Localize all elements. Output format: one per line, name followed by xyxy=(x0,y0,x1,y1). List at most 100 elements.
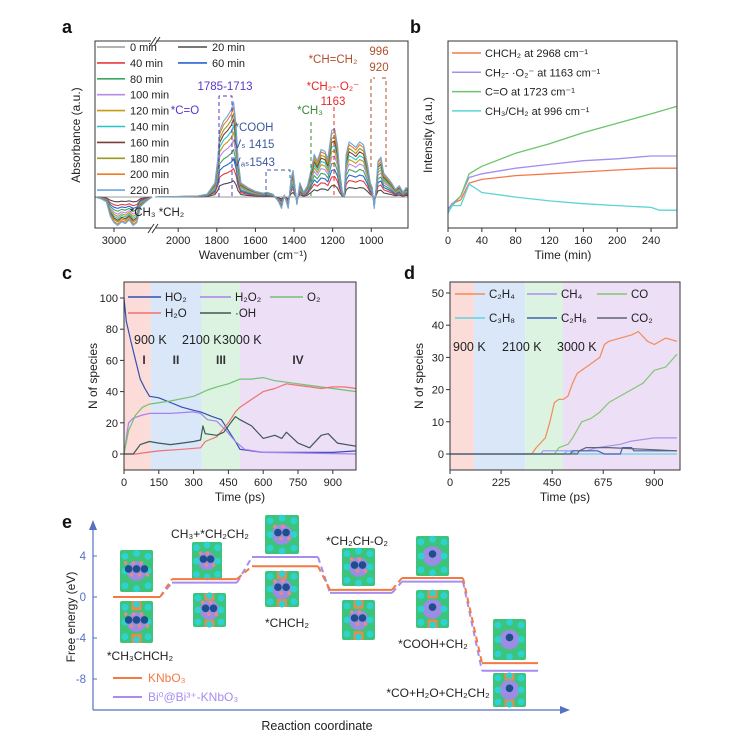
legend-label: H₂O xyxy=(165,308,187,320)
axis-break-mark xyxy=(151,223,159,234)
species-line-4 xyxy=(124,416,357,455)
energy-connector-0 xyxy=(462,577,483,664)
x-tick-label: 40 xyxy=(476,235,488,247)
legend-label: 100 min xyxy=(130,90,169,102)
x-tick-label: 750 xyxy=(289,477,307,489)
x-tick-label: 200 xyxy=(608,235,626,247)
temperature-label: 900 K xyxy=(134,333,167,347)
legend-label: CH₄ xyxy=(561,289,583,301)
state-label: CH₃+*CH₂CH₂ xyxy=(171,527,249,541)
y-tick-label: 0 xyxy=(80,592,86,604)
legend-label: 40 min xyxy=(130,58,163,70)
energy-connector-1 xyxy=(462,581,483,672)
temperature-region xyxy=(525,282,564,470)
legend-label: 140 min xyxy=(130,122,169,134)
legend-label: 200 min xyxy=(130,169,169,181)
temperature-label: 2100 K xyxy=(502,340,542,354)
peak-annotation: *C=O xyxy=(171,105,199,117)
y-tick-label: 100 xyxy=(100,293,118,305)
axis-break-gap xyxy=(151,225,156,231)
x-tick-label: 120 xyxy=(540,235,558,247)
x-tick-label: 0 xyxy=(447,477,453,489)
temperature-label: 2100 K xyxy=(182,333,222,347)
plot-frame-a xyxy=(94,40,409,229)
temperature-region xyxy=(563,282,680,470)
y-axis-title: N of species xyxy=(86,343,100,409)
plot-frame xyxy=(449,281,681,471)
legend-label: CH₃/CH₂ at 996 cm⁻¹ xyxy=(485,106,590,118)
x-axis-arrow xyxy=(560,706,570,714)
panel-label: e xyxy=(62,512,72,532)
x-tick-label: 900 xyxy=(645,477,663,489)
legend-label: 20 min xyxy=(212,42,245,54)
y-axis-title: Absorbance (a.u.) xyxy=(69,87,83,182)
y-tick-label: 40 xyxy=(106,387,118,399)
x-tick-label: 600 xyxy=(254,477,272,489)
x-tick-label: 80 xyxy=(510,235,522,247)
temperature-region xyxy=(124,282,151,470)
legend-label: KNbO₃ xyxy=(148,671,186,685)
peak-annotation: 1785-1713 xyxy=(198,81,253,93)
legend-label: CH₂- ·O₂⁻ at 1163 cm⁻¹ xyxy=(485,67,601,79)
y-axis-title: N of species xyxy=(412,343,426,409)
x-tick-label: 1600 xyxy=(243,235,267,247)
peak-annotation: *CH₃ *CH₂ xyxy=(130,207,185,219)
x-tick-label: 225 xyxy=(492,477,510,489)
x-tick-label: 450 xyxy=(219,477,237,489)
x-tick-label: 1200 xyxy=(320,235,344,247)
y-axis-title: Intensity (a.u.) xyxy=(421,97,435,173)
state-label: *COOH+CH₂ xyxy=(398,637,468,651)
x-tick-label: 3000 xyxy=(102,235,126,247)
temperature-region xyxy=(474,282,526,470)
temperature-region xyxy=(240,282,356,470)
species-line-2 xyxy=(123,377,357,455)
y-tick-label: 50 xyxy=(432,288,444,300)
legend-label: ·OH xyxy=(235,308,256,320)
peak-annotation: 920 xyxy=(369,62,388,74)
y-tick-label: 20 xyxy=(432,385,444,397)
x-tick-label: 2000 xyxy=(166,235,190,247)
y-tick-label: 10 xyxy=(432,417,444,429)
x-tick-label: 900 xyxy=(324,477,342,489)
adsorption-structure-image xyxy=(120,600,153,644)
peak-annotation: 996 xyxy=(369,46,388,58)
panel-label: a xyxy=(62,17,73,37)
x-axis-title: Reaction coordinate xyxy=(261,719,372,733)
species-line-2 xyxy=(450,353,678,455)
legend-label: Bi⁰@Bi³⁺-KNbO₃ xyxy=(148,690,238,704)
species-line-5 xyxy=(450,447,678,455)
legend-label: 160 min xyxy=(130,137,169,149)
energy-connector-0 xyxy=(159,578,173,598)
state-label: *CHCH₂ xyxy=(265,616,309,630)
peak-annotation: 1163 xyxy=(321,96,346,108)
peak-annotation: *CH₂-·O₂⁻ xyxy=(307,81,360,93)
y-tick-label: 20 xyxy=(106,418,118,430)
energy-connector-0 xyxy=(391,577,403,591)
ch-ch2-band-marker xyxy=(370,77,375,167)
legend-label: CHCH₂ at 2968 cm⁻¹ xyxy=(485,48,588,60)
species-line-1 xyxy=(123,411,357,455)
peak-annotation: Vₐₛ1543 xyxy=(233,157,275,169)
x-tick-label: 1000 xyxy=(359,235,383,247)
legend-label: C₂H₆ xyxy=(561,313,587,325)
legend-label: O₂ xyxy=(307,292,320,304)
x-axis-title: Wavenumber (cm⁻¹) xyxy=(199,248,308,262)
plot-frame xyxy=(123,281,357,471)
y-tick-label: -4 xyxy=(76,633,87,645)
peak-annotation: *COOH xyxy=(235,122,274,134)
spectrum-line-20min xyxy=(94,196,153,203)
spectrum-line-220min xyxy=(94,196,153,227)
stage-label: I xyxy=(142,353,145,367)
legend-label: H₂O₂ xyxy=(235,292,261,304)
state-label: *CH₂CH-O₂ xyxy=(326,534,388,548)
adsorption-structure-image xyxy=(493,672,526,708)
spectrum-line-220min xyxy=(154,101,409,209)
co-band-bracket xyxy=(218,95,233,197)
x-tick-label: 160 xyxy=(574,235,592,247)
axis-break-mark xyxy=(149,36,157,47)
intensity-line-3 xyxy=(447,183,677,214)
adsorption-structure-image xyxy=(265,570,299,608)
panel-label: d xyxy=(404,263,415,283)
x-axis-title: Time (min) xyxy=(535,248,592,262)
intensity-line-2 xyxy=(447,105,677,214)
